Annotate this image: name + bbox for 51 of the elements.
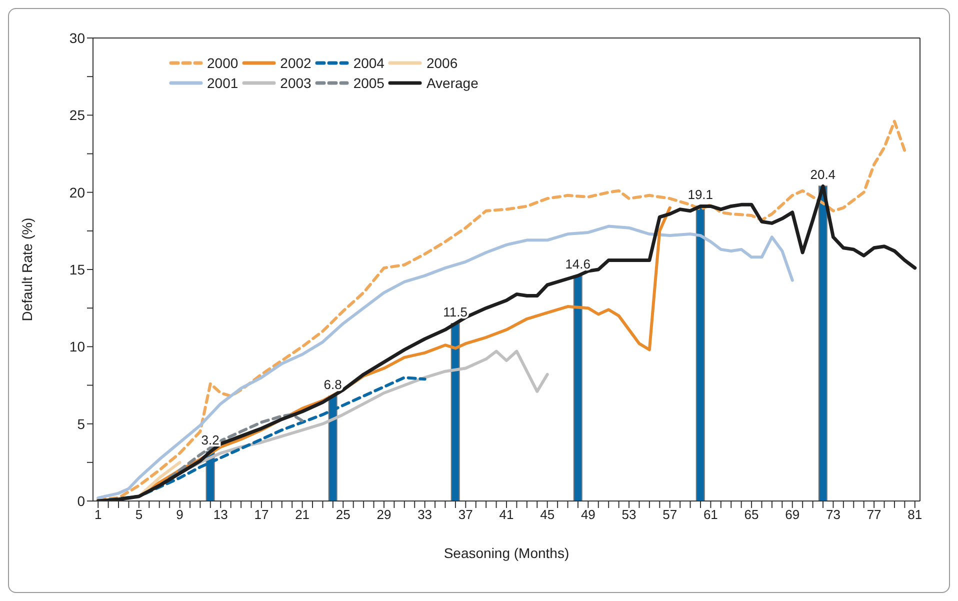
line-series (96, 184, 917, 501)
x-tick-label: 17 (254, 507, 269, 522)
x-tick-label: 33 (418, 507, 432, 522)
bar (450, 323, 460, 501)
x-tick-label: 77 (866, 507, 882, 522)
bar (573, 275, 582, 501)
y-tick-label: 20 (69, 184, 86, 200)
y-tick-label: 0 (77, 492, 86, 509)
x-tick-label: 65 (744, 507, 759, 522)
y-tick-label: 10 (69, 338, 86, 355)
data-label: 19.1 (688, 187, 714, 202)
x-tick-label: 13 (213, 507, 228, 522)
x-tick-label: 21 (295, 507, 310, 522)
legend-label: 2003 (280, 75, 312, 91)
y-tick-label: 15 (69, 261, 86, 278)
x-tick-label: 9 (176, 507, 184, 522)
x-tick-label: 57 (662, 507, 678, 522)
data-label: 11.5 (443, 304, 468, 320)
data-label: 3.2 (201, 432, 220, 448)
x-tick-label: 53 (622, 507, 636, 522)
line-series (96, 120, 906, 501)
x-tick-label: 69 (785, 507, 800, 522)
x-tick-label: 61 (703, 507, 718, 522)
legend-label: Average (426, 75, 478, 91)
x-tick-label: 45 (540, 507, 555, 522)
x-tick-label: 81 (908, 507, 922, 522)
y-tick-label: 5 (77, 416, 86, 432)
x-tick-label: 29 (376, 507, 392, 522)
bar (818, 186, 828, 501)
legend-label: 2006 (426, 55, 458, 71)
x-tick-label: 37 (458, 507, 473, 522)
x-tick-label: 49 (580, 507, 596, 522)
legend-label: 2005 (353, 75, 384, 91)
legend-label: 2004 (353, 55, 384, 71)
x-tick-label: 1 (94, 507, 102, 522)
data-label: 14.6 (565, 256, 591, 272)
x-axis-title: Seasoning (Months) (444, 545, 570, 561)
legend-label: 2001 (207, 75, 238, 91)
legend-label: 2000 (207, 55, 238, 71)
x-tick-label: 25 (336, 507, 350, 522)
data-label: 20.4 (810, 167, 836, 182)
x-tick-label: 73 (826, 507, 840, 522)
data-label: 6.8 (324, 377, 342, 392)
x-tick-label: 5 (135, 507, 143, 522)
bar (696, 206, 705, 501)
y-tick-label: 25 (69, 107, 86, 124)
y-axis-title: Default Rate (%) (18, 218, 35, 322)
legend-label: 2002 (280, 55, 312, 71)
x-tick-label: 41 (499, 507, 514, 522)
y-tick-label: 30 (69, 30, 86, 46)
line-series (96, 224, 794, 500)
